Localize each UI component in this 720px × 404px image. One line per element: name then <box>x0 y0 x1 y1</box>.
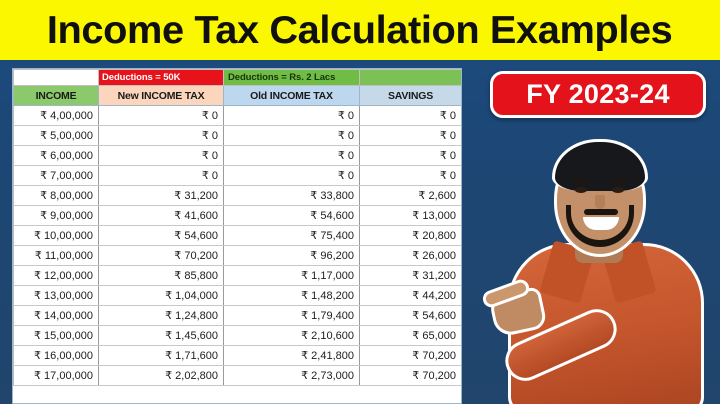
cell-income[interactable]: ₹ 12,00,000 <box>13 265 99 286</box>
cell-income[interactable]: ₹ 10,00,000 <box>13 225 99 246</box>
financial-year-label: FY 2023-24 <box>526 79 670 109</box>
cell-old-income-tax[interactable]: ₹ 0 <box>223 145 360 166</box>
table-row[interactable]: ₹ 15,00,000 ₹ 1,45,600 ₹ 2,10,600 ₹ 65,000 <box>13 325 461 346</box>
cell-old-income-tax[interactable]: ₹ 0 <box>223 125 360 146</box>
cell-savings[interactable]: ₹ 13,000 <box>359 205 461 226</box>
cell-old-income-tax[interactable]: ₹ 1,48,200 <box>223 285 360 306</box>
table-row[interactable]: ₹ 13,00,000 ₹ 1,04,000 ₹ 1,48,200 ₹ 44,200 <box>13 285 461 306</box>
cell-new-income-tax[interactable]: ₹ 0 <box>98 125 224 146</box>
financial-year-badge: FY 2023-24 <box>490 71 706 118</box>
column-header-new-income-tax[interactable]: New INCOME TAX <box>98 85 224 106</box>
page-title: Income Tax Calculation Examples <box>47 8 673 52</box>
cell-savings[interactable]: ₹ 2,600 <box>359 185 461 206</box>
cell-new-income-tax[interactable]: ₹ 0 <box>98 165 224 186</box>
cell-income[interactable]: ₹ 11,00,000 <box>13 245 99 266</box>
cell-old-income-tax[interactable]: ₹ 1,17,000 <box>223 265 360 286</box>
presenter-photo <box>480 125 720 404</box>
cell-savings[interactable]: ₹ 31,200 <box>359 265 461 286</box>
cell-savings[interactable]: ₹ 0 <box>359 165 461 186</box>
cell-old-income-tax[interactable]: ₹ 0 <box>223 165 360 186</box>
cell-old-income-tax[interactable]: ₹ 0 <box>223 105 360 126</box>
regime-banner-row: Deductions = 50K Deductions = Rs. 2 Lacs <box>13 69 461 86</box>
presenter-nose <box>595 195 605 209</box>
presenter-eye-right <box>612 187 624 193</box>
presenter-hair <box>552 139 648 191</box>
cell-old-income-tax[interactable]: ₹ 54,600 <box>223 205 360 226</box>
table-row[interactable]: ₹ 10,00,000 ₹ 54,600 ₹ 75,400 ₹ 20,800 <box>13 225 461 246</box>
banner-blank-cell <box>13 69 99 86</box>
cell-income[interactable]: ₹ 9,00,000 <box>13 205 99 226</box>
cell-income[interactable]: ₹ 7,00,000 <box>13 165 99 186</box>
cell-income[interactable]: ₹ 13,00,000 <box>13 285 99 306</box>
cell-old-income-tax[interactable]: ₹ 33,800 <box>223 185 360 206</box>
presentation-stage: Deductions = 50K Deductions = Rs. 2 Lacs… <box>0 60 720 404</box>
tax-comparison-table[interactable]: Deductions = 50K Deductions = Rs. 2 Lacs… <box>12 68 462 404</box>
cell-income[interactable]: ₹ 14,00,000 <box>13 305 99 326</box>
cell-savings[interactable]: ₹ 54,600 <box>359 305 461 326</box>
cell-income[interactable]: ₹ 4,00,000 <box>13 105 99 126</box>
table-row[interactable]: ₹ 8,00,000 ₹ 31,200 ₹ 33,800 ₹ 2,600 <box>13 185 461 206</box>
cell-income[interactable]: ₹ 6,00,000 <box>13 145 99 166</box>
cell-new-income-tax[interactable]: ₹ 1,45,600 <box>98 325 224 346</box>
column-header-income[interactable]: INCOME <box>13 85 99 106</box>
presenter-eye-left <box>575 187 587 193</box>
table-row[interactable]: ₹ 14,00,000 ₹ 1,24,800 ₹ 1,79,400 ₹ 54,600 <box>13 305 461 326</box>
table-row[interactable]: ₹ 6,00,000 ₹ 0 ₹ 0 ₹ 0 <box>13 145 461 166</box>
cell-old-income-tax[interactable]: ₹ 2,10,600 <box>223 325 360 346</box>
cell-savings[interactable]: ₹ 20,800 <box>359 225 461 246</box>
cell-old-income-tax[interactable]: ₹ 96,200 <box>223 245 360 266</box>
cell-new-income-tax[interactable]: ₹ 41,600 <box>98 205 224 226</box>
cell-new-income-tax[interactable]: ₹ 1,04,000 <box>98 285 224 306</box>
banner-savings-cell <box>359 69 461 86</box>
table-row[interactable]: ₹ 4,00,000 ₹ 0 ₹ 0 ₹ 0 <box>13 105 461 126</box>
cell-income[interactable]: ₹ 17,00,000 <box>13 365 99 386</box>
cell-income[interactable]: ₹ 16,00,000 <box>13 345 99 366</box>
cell-savings[interactable]: ₹ 26,000 <box>359 245 461 266</box>
cell-old-income-tax[interactable]: ₹ 75,400 <box>223 225 360 246</box>
cell-new-income-tax[interactable]: ₹ 85,800 <box>98 265 224 286</box>
cell-income[interactable]: ₹ 15,00,000 <box>13 325 99 346</box>
cell-new-income-tax[interactable]: ₹ 54,600 <box>98 225 224 246</box>
presenter-eyebrow-right <box>610 179 626 183</box>
old-regime-deduction-banner: Deductions = Rs. 2 Lacs <box>223 69 360 86</box>
cell-savings[interactable]: ₹ 70,200 <box>359 345 461 366</box>
cell-income[interactable]: ₹ 5,00,000 <box>13 125 99 146</box>
cell-savings[interactable]: ₹ 65,000 <box>359 325 461 346</box>
cell-savings[interactable]: ₹ 0 <box>359 125 461 146</box>
title-banner: Income Tax Calculation Examples <box>0 0 720 60</box>
cell-savings[interactable]: ₹ 44,200 <box>359 285 461 306</box>
presenter-moustache <box>584 209 618 215</box>
column-header-row: INCOME New INCOME TAX Old INCOME TAX SAV… <box>13 85 461 106</box>
cell-savings[interactable]: ₹ 70,200 <box>359 365 461 386</box>
table-row[interactable]: ₹ 5,00,000 ₹ 0 ₹ 0 ₹ 0 <box>13 125 461 146</box>
table-row[interactable]: ₹ 9,00,000 ₹ 41,600 ₹ 54,600 ₹ 13,000 <box>13 205 461 226</box>
new-regime-deduction-banner: Deductions = 50K <box>98 69 224 86</box>
cell-savings[interactable]: ₹ 0 <box>359 145 461 166</box>
column-header-savings[interactable]: SAVINGS <box>359 85 461 106</box>
cell-new-income-tax[interactable]: ₹ 1,24,800 <box>98 305 224 326</box>
table-row[interactable]: ₹ 17,00,000 ₹ 2,02,800 ₹ 2,73,000 ₹ 70,200 <box>13 365 461 386</box>
table-row[interactable]: ₹ 11,00,000 ₹ 70,200 ₹ 96,200 ₹ 26,000 <box>13 245 461 266</box>
cell-new-income-tax[interactable]: ₹ 70,200 <box>98 245 224 266</box>
table-row[interactable]: ₹ 7,00,000 ₹ 0 ₹ 0 ₹ 0 <box>13 165 461 186</box>
cell-savings[interactable]: ₹ 0 <box>359 105 461 126</box>
cell-income[interactable]: ₹ 8,00,000 <box>13 185 99 206</box>
cell-old-income-tax[interactable]: ₹ 2,41,800 <box>223 345 360 366</box>
cell-old-income-tax[interactable]: ₹ 2,73,000 <box>223 365 360 386</box>
cell-new-income-tax[interactable]: ₹ 1,71,600 <box>98 345 224 366</box>
cell-new-income-tax[interactable]: ₹ 31,200 <box>98 185 224 206</box>
table-row[interactable]: ₹ 16,00,000 ₹ 1,71,600 ₹ 2,41,800 ₹ 70,200 <box>13 345 461 366</box>
spreadsheet-grid: Deductions = 50K Deductions = Rs. 2 Lacs… <box>13 69 461 386</box>
column-header-old-income-tax[interactable]: Old INCOME TAX <box>223 85 360 106</box>
presenter-eyebrow-left <box>573 179 589 183</box>
cell-old-income-tax[interactable]: ₹ 1,79,400 <box>223 305 360 326</box>
presenter-smile <box>583 217 619 230</box>
table-row[interactable]: ₹ 12,00,000 ₹ 85,800 ₹ 1,17,000 ₹ 31,200 <box>13 265 461 286</box>
cell-new-income-tax[interactable]: ₹ 0 <box>98 105 224 126</box>
cell-new-income-tax[interactable]: ₹ 0 <box>98 145 224 166</box>
table-body: ₹ 4,00,000 ₹ 0 ₹ 0 ₹ 0 ₹ 5,00,000 ₹ 0 ₹ 0 ₹ 0 ₹ … <box>13 105 461 386</box>
cell-new-income-tax[interactable]: ₹ 2,02,800 <box>98 365 224 386</box>
